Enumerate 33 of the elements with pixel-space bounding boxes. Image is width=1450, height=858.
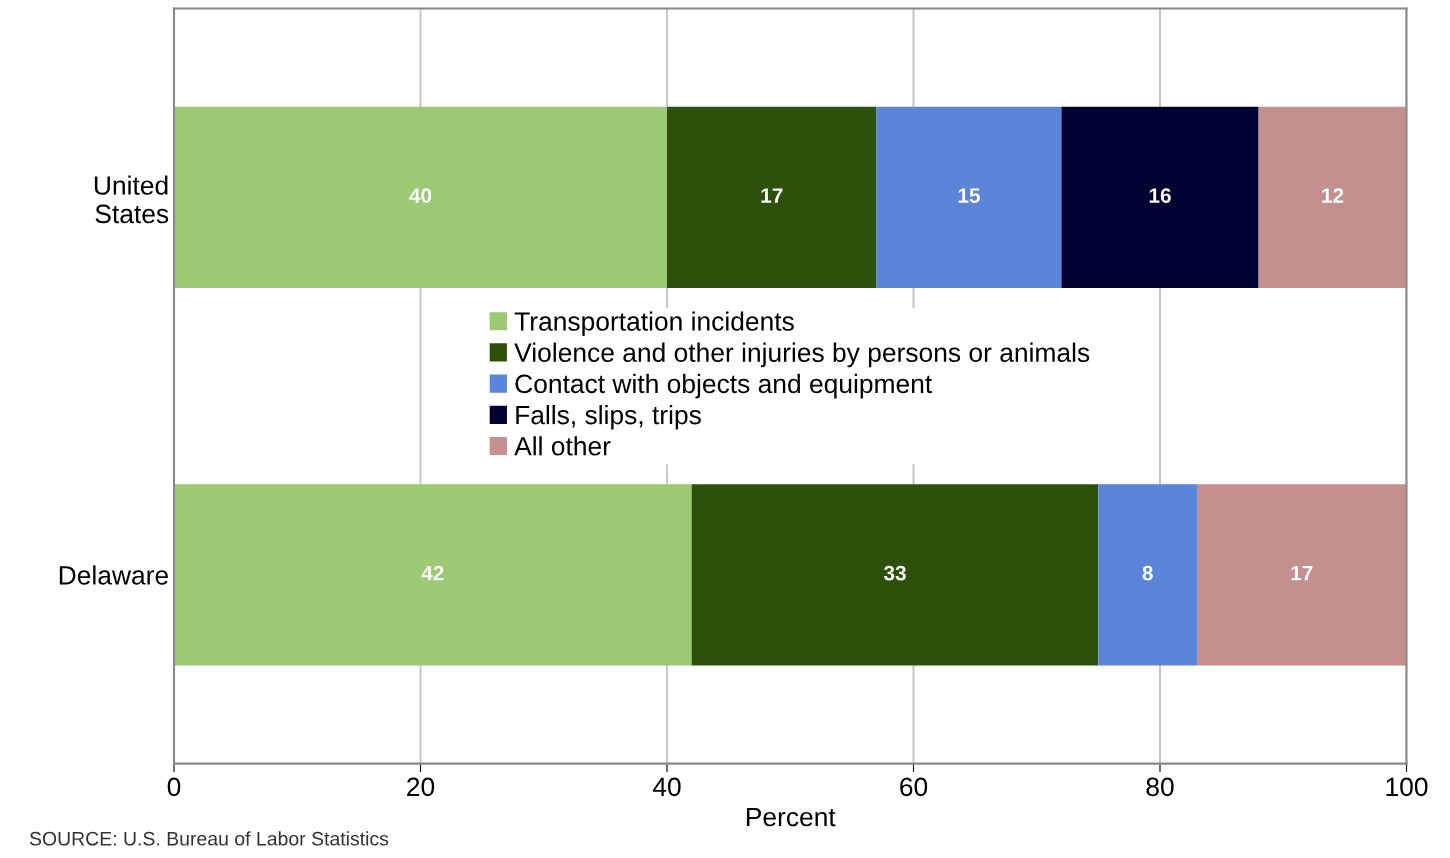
bar [1196, 484, 1407, 666]
x-tick-label: 80 [1146, 777, 1174, 797]
data-label: 17 [1291, 565, 1313, 581]
bar [1258, 106, 1407, 288]
x-tick-label: 100 [1386, 777, 1428, 797]
data-label: 40 [409, 188, 432, 203]
x-tick-label: 0 [167, 777, 181, 797]
data-label: 15 [958, 188, 980, 203]
y-tick-label: Delaware [59, 565, 168, 585]
legend-label: All other [514, 436, 611, 456]
data-label: 42 [421, 565, 444, 581]
bar [667, 106, 877, 288]
data-label: 8 [1142, 565, 1153, 581]
data-label: 33 [883, 565, 906, 581]
data-label: 16 [1149, 188, 1171, 203]
data-label: 12 [1322, 188, 1344, 203]
bar [876, 106, 1062, 288]
bar [691, 484, 1099, 666]
legend-label: Falls, slips, trips [516, 405, 701, 430]
bar [1098, 484, 1197, 666]
bar [174, 106, 667, 288]
bar [174, 484, 692, 666]
source-note: SOURCE: U.S. Bureau of Labor Statistics [29, 831, 389, 846]
legend-label: Transportation incidents [514, 311, 794, 337]
x-tick-label: 60 [900, 777, 928, 797]
legend-label: Violence and other injuries by persons or animals [514, 342, 1090, 368]
bar [1061, 106, 1259, 288]
x-tick-label: 20 [407, 777, 435, 797]
data-label: 17 [761, 188, 783, 203]
x-tick-label: 40 [652, 777, 681, 797]
x-axis-title: Percent [746, 807, 836, 827]
legend-label: Contact with objects and equipment [515, 373, 933, 399]
y-tick-label: United States [94, 175, 169, 224]
